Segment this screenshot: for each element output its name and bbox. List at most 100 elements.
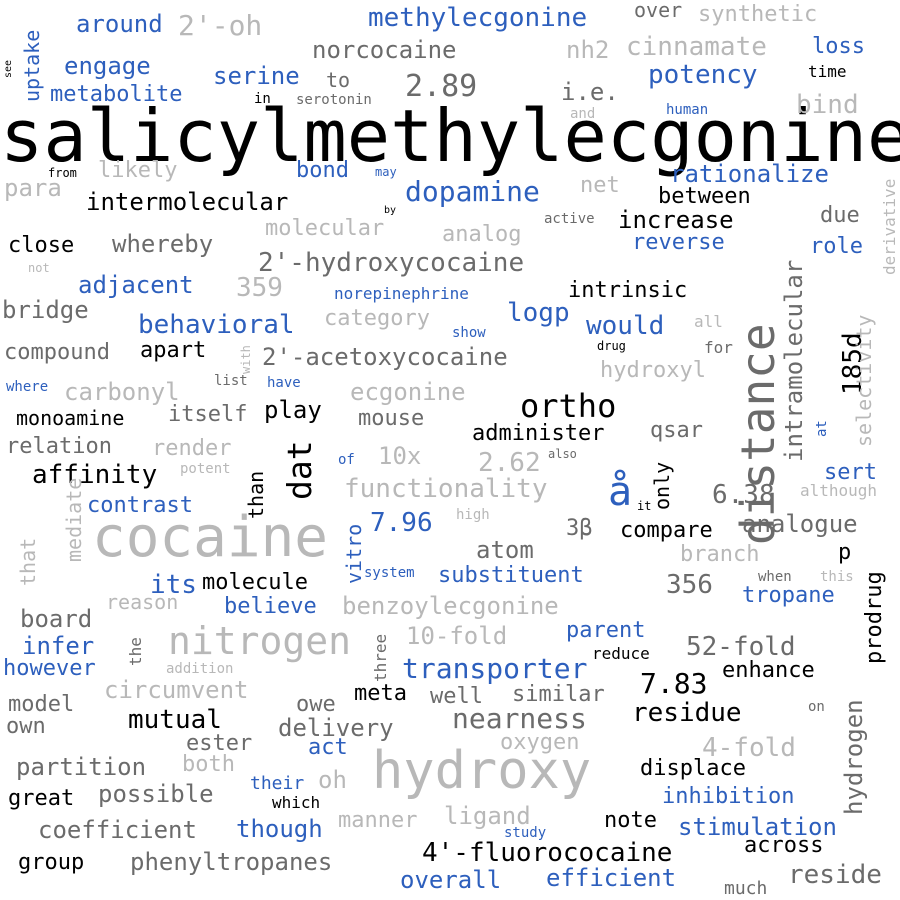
word-cloud-word: great: [8, 786, 75, 811]
word-cloud-word: hydrogen: [840, 699, 868, 815]
word-cloud-word: transporter: [402, 652, 588, 685]
word-cloud-word: loss: [812, 34, 865, 59]
word-cloud-word: reason: [106, 590, 179, 614]
word-cloud-word: though: [236, 815, 323, 843]
word-cloud-word: contrast: [87, 493, 193, 518]
word-cloud-word: efficient: [546, 864, 677, 892]
word-cloud-word: intrinsic: [568, 278, 688, 303]
word-cloud-word: by: [384, 205, 397, 216]
word-cloud-word: 356: [666, 570, 713, 600]
word-cloud-word: similar: [512, 682, 605, 707]
word-cloud-word: potent: [180, 461, 231, 477]
word-cloud-word: p: [838, 540, 852, 565]
word-cloud-word: close: [8, 233, 75, 258]
word-cloud-word: only: [650, 461, 674, 510]
word-cloud-word: for: [704, 338, 733, 357]
word-cloud-word: dopamine: [405, 175, 540, 208]
word-cloud-word: system: [364, 565, 415, 581]
word-cloud-word: para: [4, 174, 62, 202]
word-cloud-word: around: [76, 10, 163, 38]
word-cloud-word: net: [580, 173, 620, 198]
word-cloud-word: reduce: [592, 644, 650, 663]
word-cloud-word: adjacent: [78, 271, 194, 299]
word-cloud-word: synthetic: [698, 2, 818, 27]
word-cloud-word: note: [604, 808, 657, 833]
word-cloud-word: atom: [476, 536, 534, 564]
word-cloud-word: reside: [788, 860, 882, 890]
word-cloud-word: this: [820, 569, 854, 585]
word-cloud-word: metabolite: [50, 82, 183, 107]
word-cloud-word: ester: [186, 731, 253, 756]
word-cloud-word: serotonin: [296, 92, 372, 108]
word-cloud-word: ecgonine: [350, 378, 466, 406]
word-cloud-word: 4'-fluorococaine: [422, 838, 673, 868]
word-cloud-word: apart: [140, 338, 207, 363]
word-cloud-word: dat: [280, 440, 319, 500]
word-cloud-word: of: [338, 452, 355, 468]
word-cloud-word: selectivity: [852, 314, 876, 447]
word-cloud-word: however: [3, 656, 96, 681]
word-cloud-word: 52-fold: [686, 632, 796, 662]
word-cloud-word: logp: [507, 298, 570, 328]
word-cloud-word: than: [244, 470, 268, 519]
word-cloud-word: their: [250, 773, 305, 794]
word-cloud-word: although: [800, 481, 878, 500]
word-cloud-word: 6.38: [712, 480, 775, 510]
word-cloud-word: hydroxy: [372, 741, 592, 801]
word-cloud-word: time: [808, 62, 847, 81]
word-cloud-word: 10-fold: [406, 622, 508, 650]
word-cloud-word: nh2: [566, 36, 610, 64]
word-cloud-word: 2.89: [405, 69, 478, 104]
word-cloud-word: addition: [166, 661, 234, 677]
word-cloud-word: prodrug: [862, 571, 887, 664]
word-cloud-word: oxygen: [500, 730, 580, 755]
word-cloud-word: ortho: [520, 387, 617, 425]
word-cloud-word: role: [810, 234, 863, 259]
word-cloud-word: much: [724, 878, 768, 899]
word-cloud-word: human: [666, 102, 709, 118]
word-cloud-word: across: [744, 833, 824, 858]
word-cloud-word: stimulation: [678, 813, 837, 841]
word-cloud-word: phenyltropanes: [130, 848, 333, 876]
word-cloud-word: potency: [648, 60, 758, 90]
word-cloud-word: also: [548, 447, 577, 461]
word-cloud-word: oh: [318, 766, 347, 794]
word-cloud-word: behavioral: [138, 310, 295, 340]
word-cloud-word: relation: [6, 434, 112, 459]
word-cloud-word: 10x: [378, 442, 422, 470]
word-cloud-word: derivative: [880, 178, 899, 275]
word-cloud-word: in: [254, 91, 271, 107]
word-cloud-word: reverse: [632, 230, 725, 255]
word-cloud-word: affinity: [32, 460, 158, 490]
word-cloud-word: active: [544, 211, 595, 227]
word-cloud-word: compound: [4, 340, 110, 365]
word-cloud-word: and: [570, 106, 596, 122]
word-cloud-word: believe: [224, 594, 317, 619]
word-cloud-word: mutual: [128, 705, 222, 735]
word-cloud-word: over: [634, 0, 683, 22]
word-cloud-word: well: [430, 684, 483, 709]
word-cloud-word: compare: [620, 518, 713, 543]
word-cloud-word: three: [371, 633, 390, 682]
word-cloud-word: model: [8, 692, 75, 717]
word-cloud-word: 359: [236, 273, 283, 303]
word-cloud-word: on: [808, 699, 825, 715]
word-cloud-word: due: [820, 203, 860, 228]
word-cloud-word: sert: [824, 460, 877, 485]
word-cloud-word: enhance: [722, 658, 815, 683]
word-cloud-word: bond: [296, 158, 349, 183]
word-cloud-word: mediate: [62, 477, 86, 562]
word-cloud-word: the: [126, 637, 145, 666]
word-cloud-word: 2'-hydroxycocaine: [258, 248, 525, 278]
word-cloud-word: have: [267, 375, 301, 391]
word-cloud-word: between: [658, 184, 751, 209]
word-cloud-word: 3β: [566, 516, 593, 541]
word-cloud-word: serine: [213, 62, 300, 90]
word-cloud-word: circumvent: [104, 676, 249, 704]
word-cloud-word: norepinephrine: [334, 284, 469, 303]
word-cloud-word: 7.83: [640, 667, 708, 700]
word-cloud-word: meta: [354, 681, 407, 706]
word-cloud-word: analogue: [742, 510, 858, 538]
word-cloud-word: would: [586, 311, 665, 341]
